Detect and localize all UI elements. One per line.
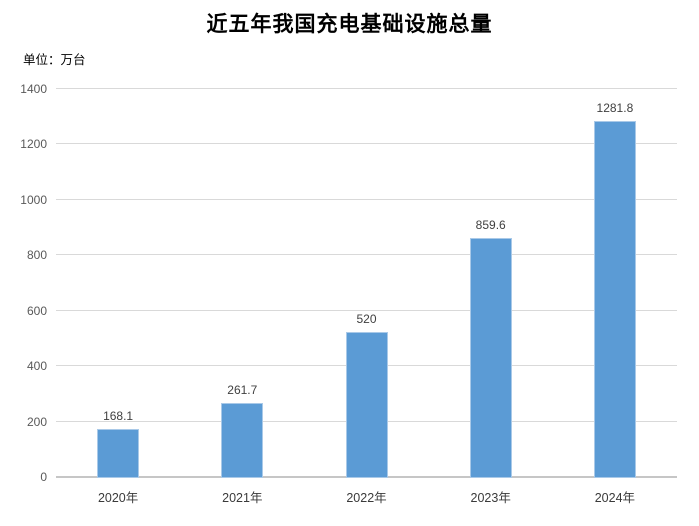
bar-value-label: 520 xyxy=(356,311,377,326)
y-axis-tick-label: 1400 xyxy=(20,82,47,96)
y-axis-tick-label: 1000 xyxy=(20,192,47,207)
x-axis-tick-label: 2023年 xyxy=(470,491,511,505)
gridline xyxy=(56,143,677,145)
bar xyxy=(346,332,387,477)
y-axis-labels: 0 200 400 600 800 1000 1200 1400 xyxy=(0,82,47,484)
x-axis-tick-label: 2022年 xyxy=(346,491,387,505)
bar-value-label: 859.6 xyxy=(475,217,506,232)
bar-value-label: 1281.8 xyxy=(596,100,634,115)
y-axis-tick-label: 400 xyxy=(26,359,47,374)
chart-title: 近五年我国充电基础设施总量 xyxy=(206,11,493,36)
gridline xyxy=(56,88,677,89)
gridline xyxy=(56,254,677,256)
x-axis-tick-label: 2020年 xyxy=(97,491,139,505)
bar-value-label: 168.1 xyxy=(103,409,134,424)
bar xyxy=(98,430,139,477)
gridline xyxy=(56,198,677,200)
x-axis-line xyxy=(56,476,677,478)
y-axis-tick-label: 0 xyxy=(40,470,47,484)
unit-label: 单位：万台 xyxy=(23,53,86,67)
y-axis-tick-label: 1200 xyxy=(20,137,47,152)
y-axis-tick-label: 800 xyxy=(26,248,47,263)
y-axis-tick-label: 200 xyxy=(26,414,47,429)
y-axis-tick-label: 600 xyxy=(26,303,47,318)
x-axis-tick-label: 2021年 xyxy=(222,491,263,505)
gridline xyxy=(56,309,677,311)
bar xyxy=(594,121,635,477)
bar xyxy=(222,404,263,477)
x-axis-tick-label: 2024年 xyxy=(594,491,636,505)
bar xyxy=(470,238,511,477)
bar-value-label: 261.7 xyxy=(227,383,258,398)
plot-area: 168.1 261.7 520 859.6 1281.8 xyxy=(56,88,677,478)
